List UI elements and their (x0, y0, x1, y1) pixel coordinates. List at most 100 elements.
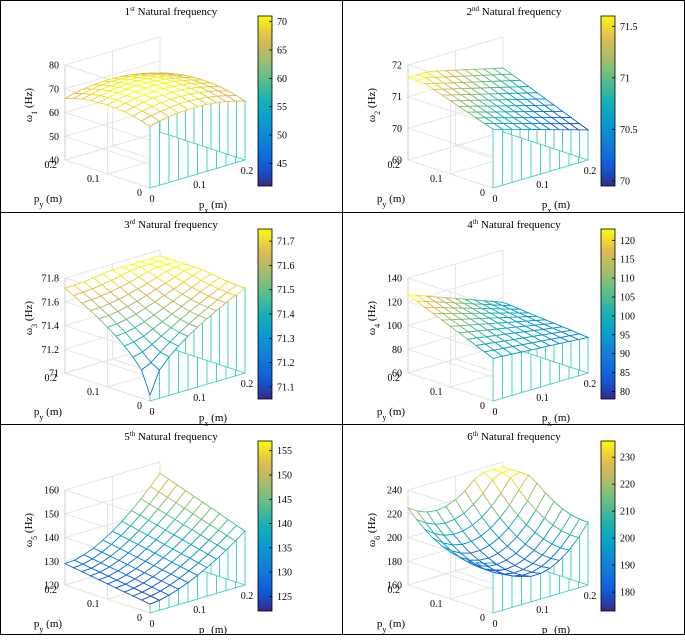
y-tick-label: 0.1 (87, 599, 100, 610)
z-tick-label: 71.6 (42, 297, 60, 308)
z-tick-label: 200 (387, 533, 402, 544)
colorbar-tick-label: 220 (620, 480, 635, 491)
colorbar-tick-label: 145 (277, 495, 292, 506)
z-tick-label: 71.4 (42, 321, 60, 332)
colorbar-tick-label: 130 (277, 568, 292, 579)
x-tick-label: 0.1 (536, 393, 549, 404)
skirt-face-front (512, 574, 522, 607)
x-tick-label: 0.2 (584, 379, 597, 390)
chart-title: 2nd Natural frequency (467, 5, 562, 18)
chart-title: 3rd Natural frequency (124, 218, 218, 231)
skirt-face-side (237, 96, 246, 160)
colorbar-tick-label: 71.4 (277, 310, 295, 321)
colorbar-tick-label: 110 (620, 274, 635, 285)
skirt-face-side (237, 285, 246, 373)
skirt-face-front (503, 354, 513, 398)
colorbar-tick-label: 71.5 (620, 22, 638, 33)
chart-title: 6th Natural frequency (467, 430, 561, 443)
z-tick-label: 140 (44, 533, 59, 544)
z-tick-label: 71.2 (42, 345, 60, 356)
title-text: Natural frequency (135, 219, 218, 231)
colorbar-tick-label: 60 (277, 74, 287, 85)
colorbar-tick-label: 70 (277, 17, 287, 28)
colorbar-tick-label: 140 (277, 519, 292, 530)
title-text: Natural frequency (135, 6, 218, 18)
colorbar-tick-label: 55 (277, 102, 287, 113)
skirt-face-front (522, 350, 532, 393)
skirt-face-front (512, 352, 522, 395)
z-tick-label: 240 (387, 486, 402, 497)
z-tick-label: 150 (44, 509, 59, 520)
z-tick-label: 130 (44, 557, 59, 568)
z-tick-label: 140 (387, 274, 402, 285)
y-tick-label: 0.1 (87, 387, 100, 398)
x-axis-label: px (m) (199, 624, 227, 635)
y-tick-label: 0.1 (430, 174, 443, 185)
y-tick-label: 0.2 (388, 585, 401, 596)
colorbar-tick-label: 230 (620, 453, 635, 464)
colorbar-tick-label: 90 (620, 349, 630, 360)
colorbar-tick-label: 71.7 (277, 237, 295, 248)
colorbar-tick-label: 210 (620, 507, 635, 518)
x-tick-label: 0 (150, 407, 155, 418)
y-tick-label: 0 (480, 401, 485, 412)
x-tick-label: 0 (493, 194, 498, 205)
colorbar-tick-label: 71.3 (277, 334, 295, 345)
colorbar-tick-label: 71.6 (277, 261, 295, 272)
colorbar-tick-label: 45 (277, 159, 287, 170)
colorbar-tick-label: 115 (620, 255, 635, 266)
skirt-face-side (580, 334, 589, 373)
y-tick-label: 0 (480, 188, 485, 199)
z-tick-label: 72 (392, 61, 402, 72)
z-tick-label: 180 (387, 557, 402, 568)
y-tick-label: 0.1 (87, 174, 100, 185)
x-tick-label: 0 (150, 619, 155, 630)
colorbar-tick-label: 100 (620, 311, 635, 322)
colorbar-tick-label: 80 (620, 387, 630, 398)
x-tick-label: 0.2 (241, 166, 254, 177)
colorbar-tick-label: 200 (620, 534, 635, 545)
x-tick-label: 0.2 (241, 379, 254, 390)
colorbar-tick-label: 70.5 (620, 125, 638, 136)
y-tick-label: 0.2 (45, 585, 58, 596)
y-tick-label: 0.1 (430, 599, 443, 610)
z-tick-label: 160 (44, 486, 59, 497)
colorbar-tick-label: 125 (277, 592, 292, 603)
title-text: Natural frequency (478, 219, 561, 231)
y-tick-label: 0.1 (430, 387, 443, 398)
colorbar-tick-label: 95 (620, 330, 630, 341)
x-tick-label: 0 (493, 407, 498, 418)
x-tick-label: 0.1 (193, 180, 206, 191)
skirt-face-front (503, 129, 513, 185)
colorbar-tick-label: 65 (277, 46, 287, 57)
z-tick-label: 60 (49, 108, 59, 119)
x-tick-label: 0.1 (536, 180, 549, 191)
colorbar-tick-label: 120 (620, 236, 635, 247)
y-tick-label: 0 (137, 188, 142, 199)
title-text: Natural frequency (478, 431, 561, 443)
x-tick-label: 0.1 (536, 605, 549, 616)
colorbar-tick-label: 71.2 (277, 358, 295, 369)
colorbar-tick-label: 71.1 (277, 382, 295, 393)
x-tick-label: 0.2 (584, 591, 597, 602)
title-text: Natural frequency (479, 6, 562, 18)
skirt-face-front (493, 356, 503, 401)
y-tick-label: 0.2 (388, 373, 401, 384)
colorbar (258, 16, 272, 186)
colorbar-tick-label: 105 (620, 293, 635, 304)
colorbar-tick-label: 71 (620, 73, 630, 84)
y-tick-label: 0 (137, 401, 142, 412)
z-tick-label: 71 (392, 92, 402, 103)
skirt-face-front (150, 121, 160, 188)
skirt-face-front (493, 129, 503, 188)
y-tick-label: 0 (137, 613, 142, 624)
y-tick-label: 0.2 (45, 160, 58, 171)
z-tick-label: 100 (387, 321, 402, 332)
x-tick-label: 0.2 (584, 166, 597, 177)
colorbar (258, 441, 272, 611)
x-tick-label: 0.1 (193, 393, 206, 404)
z-tick-label: 80 (392, 345, 402, 356)
skirt-face-front (522, 576, 532, 604)
